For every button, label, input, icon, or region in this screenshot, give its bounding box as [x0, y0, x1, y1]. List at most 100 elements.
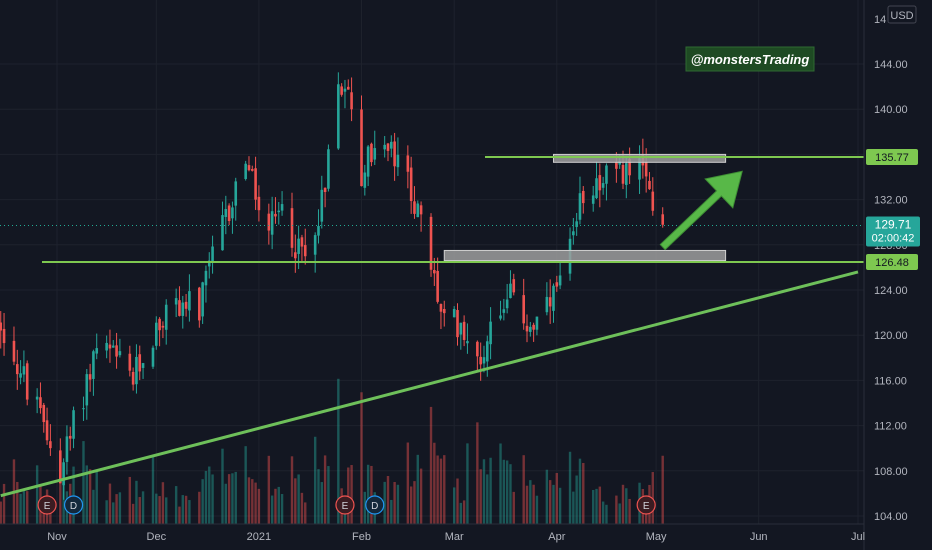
candle-body[interactable] [35, 396, 39, 400]
candle-body[interactable] [277, 210, 281, 213]
price-zone[interactable] [443, 249, 727, 262]
candle-body[interactable] [373, 148, 377, 160]
candle-body[interactable] [234, 181, 238, 206]
candle-body[interactable] [383, 144, 386, 150]
candle-body[interactable] [12, 340, 16, 362]
candle-body[interactable] [270, 211, 274, 235]
candle-body[interactable] [164, 304, 168, 330]
candle-body[interactable] [158, 318, 161, 331]
candle-body[interactable] [303, 245, 307, 257]
candle-body[interactable] [340, 86, 343, 95]
candle-body[interactable] [15, 364, 19, 375]
candle-body[interactable] [92, 351, 95, 379]
candle-body[interactable] [598, 175, 602, 191]
dividend-event-marker[interactable] [365, 495, 385, 515]
candle-body[interactable] [476, 341, 479, 357]
candle-body[interactable] [95, 348, 99, 354]
candle-body[interactable] [485, 341, 489, 362]
candle-body[interactable] [231, 207, 234, 219]
candle-body[interactable] [244, 163, 247, 180]
candle-body[interactable] [327, 149, 330, 189]
candle-body[interactable] [406, 155, 410, 172]
candle-body[interactable] [82, 408, 85, 410]
candle-body[interactable] [178, 300, 181, 316]
candle-body[interactable] [300, 237, 304, 247]
candle-body[interactable] [346, 86, 350, 90]
candle-body[interactable] [42, 404, 46, 423]
candle-body[interactable] [188, 291, 191, 311]
candle-body[interactable] [174, 298, 178, 305]
candle-body[interactable] [211, 246, 214, 263]
candle-body[interactable] [393, 141, 396, 167]
price-zone[interactable] [552, 153, 727, 163]
candle-body[interactable] [49, 441, 52, 449]
candle-body[interactable] [529, 326, 532, 332]
candle-body[interactable] [509, 283, 512, 299]
candle-body[interactable] [628, 159, 631, 176]
dividend-event-marker[interactable] [63, 495, 84, 515]
candle-body[interactable] [578, 193, 582, 220]
candle-body[interactable] [532, 324, 535, 330]
candle-body[interactable] [419, 205, 423, 215]
candle-body[interactable] [505, 299, 509, 309]
candle-body[interactable] [59, 450, 62, 484]
candle-body[interactable] [525, 325, 529, 332]
candle-body[interactable] [479, 356, 482, 365]
candle-body[interactable] [548, 297, 552, 307]
candle-body[interactable] [390, 141, 393, 149]
candle-body[interactable] [224, 209, 228, 217]
candle-body[interactable] [360, 109, 363, 187]
candle-body[interactable] [2, 328, 6, 344]
candle-body[interactable] [207, 260, 211, 267]
candle-body[interactable] [489, 321, 492, 345]
candle-body[interactable] [257, 196, 261, 211]
candle-body[interactable] [105, 342, 108, 351]
candle-body[interactable] [108, 344, 112, 349]
candle-body[interactable] [343, 88, 347, 92]
candle-body[interactable] [280, 204, 284, 211]
candle-body[interactable] [39, 397, 42, 409]
candle-body[interactable] [204, 270, 208, 286]
candle-body[interactable] [442, 308, 446, 314]
candle-body[interactable] [111, 345, 115, 348]
candle-body[interactable] [267, 213, 271, 231]
candle-body[interactable] [135, 356, 138, 385]
candle-body[interactable] [118, 351, 122, 356]
candle-body[interactable] [386, 143, 390, 151]
candle-body[interactable] [25, 363, 29, 400]
projection-arrow[interactable] [659, 170, 743, 251]
currency-label[interactable]: USD [887, 5, 917, 24]
candle-body[interactable] [161, 325, 165, 328]
candle-body[interactable] [413, 201, 416, 214]
candle-body[interactable] [499, 315, 502, 319]
candle-body[interactable] [545, 296, 549, 313]
candle-body[interactable] [294, 252, 297, 259]
candle-body[interactable] [555, 282, 559, 287]
candle-body[interactable] [154, 322, 158, 346]
candle-body[interactable] [459, 322, 463, 335]
candle-body[interactable] [181, 302, 185, 316]
time-axis[interactable]: Nov Dec 2021 Feb Mar Apr May Jun Jul [47, 531, 865, 543]
candle-body[interactable] [247, 165, 251, 171]
candle-body[interactable] [651, 191, 655, 211]
candle-body[interactable] [45, 420, 49, 441]
candle-body[interactable] [290, 208, 294, 248]
candle-body[interactable] [661, 214, 665, 225]
candle-body[interactable] [648, 180, 651, 190]
candle-body[interactable] [151, 347, 155, 367]
ascending-trend-line[interactable] [0, 270, 859, 498]
candle-body[interactable] [466, 341, 469, 344]
candle-body[interactable] [22, 366, 26, 375]
candle-body[interactable] [502, 309, 506, 313]
candle-body[interactable] [363, 172, 367, 188]
candle-body[interactable] [581, 190, 585, 204]
candle-body[interactable] [535, 316, 539, 330]
candle-body[interactable] [552, 285, 555, 311]
candle-body[interactable] [250, 169, 254, 171]
candle-body[interactable] [456, 310, 459, 338]
candle-body[interactable] [201, 282, 204, 317]
candle-body[interactable] [0, 322, 3, 331]
candle-body[interactable] [227, 205, 231, 222]
candle-body[interactable] [605, 165, 608, 184]
